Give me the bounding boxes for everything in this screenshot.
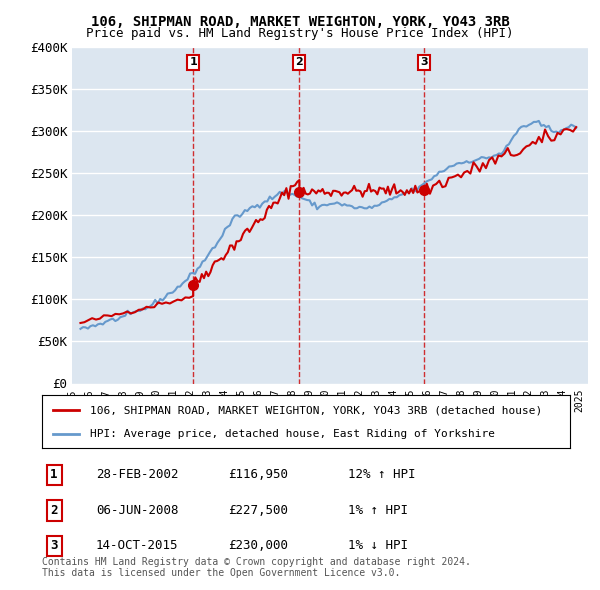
Text: 1: 1 xyxy=(189,57,197,67)
Text: 106, SHIPMAN ROAD, MARKET WEIGHTON, YORK, YO43 3RB (detached house): 106, SHIPMAN ROAD, MARKET WEIGHTON, YORK… xyxy=(89,405,542,415)
Text: Contains HM Land Registry data © Crown copyright and database right 2024.
This d: Contains HM Land Registry data © Crown c… xyxy=(42,556,471,578)
Text: 14-OCT-2015: 14-OCT-2015 xyxy=(96,539,179,552)
Text: 2: 2 xyxy=(50,504,58,517)
Text: Price paid vs. HM Land Registry's House Price Index (HPI): Price paid vs. HM Land Registry's House … xyxy=(86,27,514,40)
Text: £230,000: £230,000 xyxy=(228,539,288,552)
Text: 1% ↑ HPI: 1% ↑ HPI xyxy=(348,504,408,517)
Text: 3: 3 xyxy=(420,57,428,67)
Text: 28-FEB-2002: 28-FEB-2002 xyxy=(96,468,179,481)
Text: HPI: Average price, detached house, East Riding of Yorkshire: HPI: Average price, detached house, East… xyxy=(89,428,494,438)
Text: 106, SHIPMAN ROAD, MARKET WEIGHTON, YORK, YO43 3RB: 106, SHIPMAN ROAD, MARKET WEIGHTON, YORK… xyxy=(91,15,509,29)
Text: 1: 1 xyxy=(50,468,58,481)
Text: £116,950: £116,950 xyxy=(228,468,288,481)
Text: 3: 3 xyxy=(50,539,58,552)
Text: 12% ↑ HPI: 12% ↑ HPI xyxy=(348,468,415,481)
Text: 06-JUN-2008: 06-JUN-2008 xyxy=(96,504,179,517)
Text: £227,500: £227,500 xyxy=(228,504,288,517)
Text: 1% ↓ HPI: 1% ↓ HPI xyxy=(348,539,408,552)
Text: 2: 2 xyxy=(296,57,303,67)
